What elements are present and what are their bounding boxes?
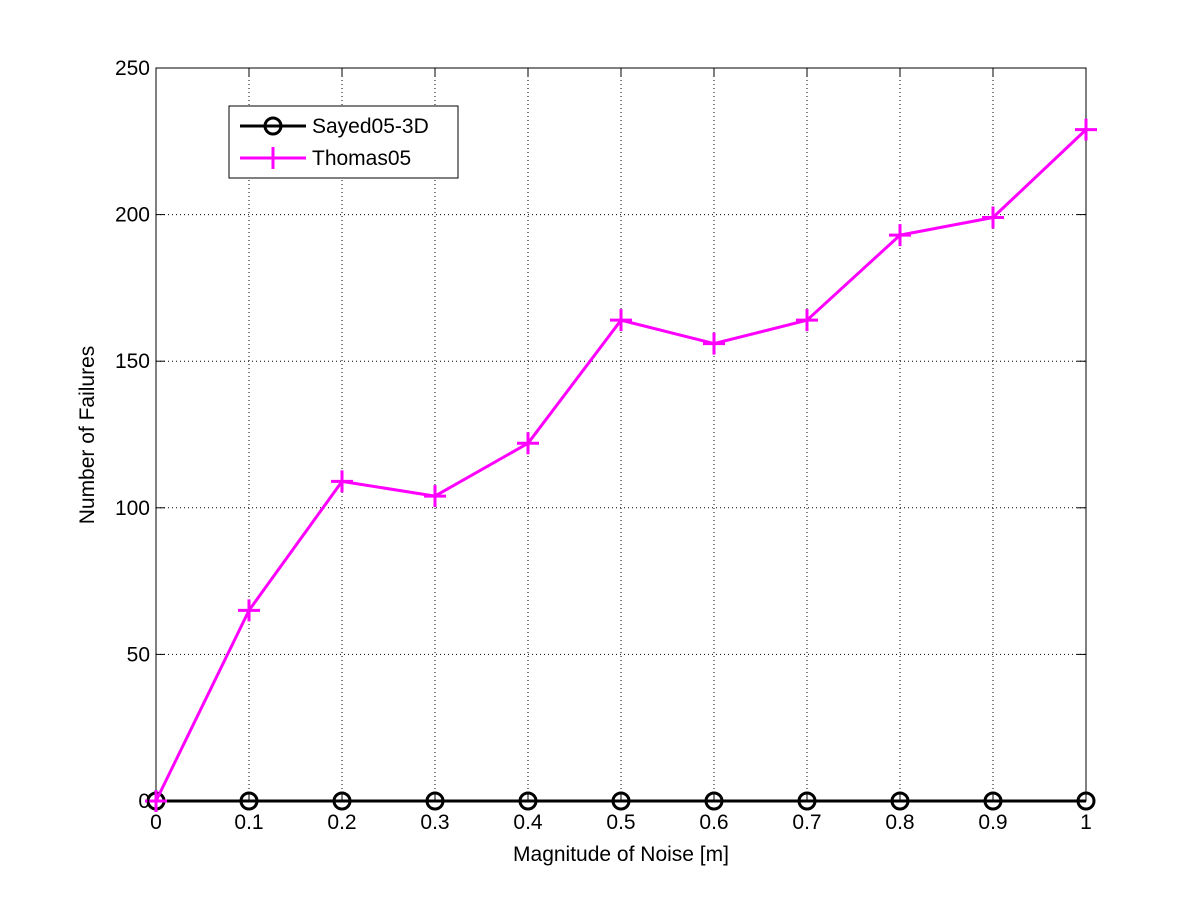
- plot-area: [156, 68, 1086, 801]
- y-tick-label: 200: [115, 204, 150, 227]
- legend-entry-sayed05-3d: Sayed05-3D: [240, 115, 429, 138]
- x-tick-labels: 0 0.1 0.2 0.3 0.4 0.5 0.6 0.7 0.8 0.9 1: [150, 811, 1092, 834]
- legend-swatch-marker: [262, 147, 284, 169]
- x-tick-label: 0.6: [699, 811, 728, 834]
- x-tick-label: 1: [1080, 811, 1092, 834]
- x-tick-label: 0.8: [885, 811, 914, 834]
- legend-entries: Sayed05-3D Thomas05: [240, 115, 429, 170]
- x-tick-label: 0.2: [327, 811, 356, 834]
- data-point-thomas05: [145, 790, 167, 812]
- data-point-sayed05-3d: [518, 791, 538, 811]
- data-point-sayed05-3d: [239, 791, 259, 811]
- data-point-thomas05: [889, 224, 911, 247]
- x-tick-label: 0.4: [513, 811, 543, 834]
- data-point-sayed05-3d: [890, 791, 910, 811]
- x-axis-label: Magnitude of Noise [m]: [513, 843, 729, 866]
- data-point-sayed05-3d: [332, 791, 352, 811]
- data-point-sayed05-3d: [797, 791, 817, 811]
- legend-swatch-marker: [263, 116, 283, 136]
- y-tick-label: 100: [115, 497, 150, 520]
- y-tick-label: 0: [138, 790, 150, 813]
- x-tick-label: 0.3: [420, 811, 449, 834]
- x-tick-label: 0.5: [606, 811, 635, 834]
- legend-entry-thomas05: Thomas05: [240, 147, 411, 170]
- data-point-thomas05: [424, 485, 446, 508]
- series-layer: [145, 118, 1097, 812]
- legend: Sayed05-3D Thomas05: [228, 105, 459, 179]
- x-tick-label: 0.7: [792, 811, 821, 834]
- data-point-thomas05: [517, 432, 539, 455]
- y-axis-label: Number of Failures: [76, 346, 99, 525]
- data-point-thomas05: [331, 470, 353, 493]
- data-point-thomas05: [982, 206, 1004, 229]
- legend-label: Thomas05: [312, 147, 411, 170]
- data-point-sayed05-3d: [704, 791, 724, 811]
- data-point-thomas05: [796, 309, 818, 332]
- legend-box: [228, 105, 459, 179]
- data-point-sayed05-3d: [611, 791, 631, 811]
- y-tick-label: 150: [115, 350, 150, 373]
- grid-lines: [156, 68, 1086, 801]
- y-tick-label: 250: [115, 57, 150, 80]
- data-point-sayed05-3d: [983, 791, 1003, 811]
- x-tick-label: 0.9: [978, 811, 1007, 834]
- data-point-thomas05: [1075, 118, 1097, 141]
- data-point-sayed05-3d: [425, 791, 445, 811]
- series-thomas05: [145, 118, 1097, 812]
- x-tick-label: 0.1: [234, 811, 263, 834]
- legend-label: Sayed05-3D: [312, 115, 429, 138]
- data-point-sayed05-3d: [1076, 791, 1096, 811]
- data-point-thomas05: [610, 309, 632, 332]
- y-tick-label: 50: [127, 643, 150, 666]
- y-tick-labels: 0 50 100 150 200 250: [115, 57, 150, 813]
- data-point-thomas05: [703, 332, 725, 355]
- x-tick-label: 0: [150, 811, 162, 834]
- data-point-thomas05: [238, 599, 260, 622]
